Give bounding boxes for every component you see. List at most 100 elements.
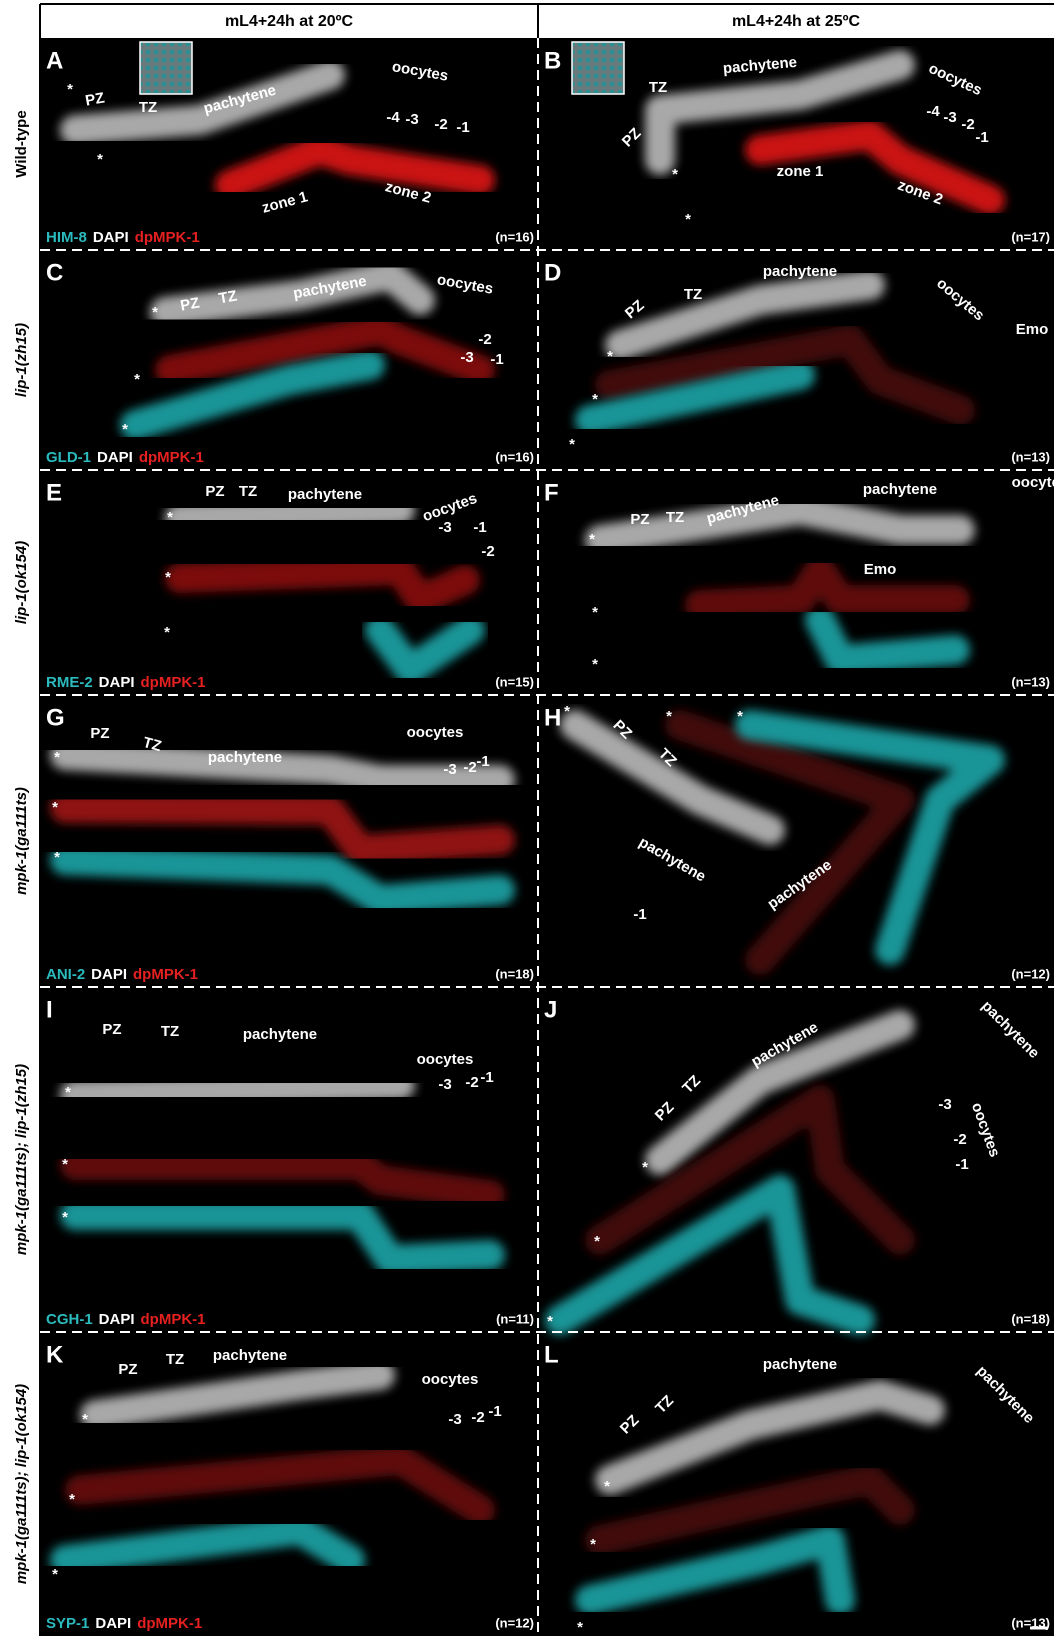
annotation: oocytes [422, 1371, 479, 1388]
annotation: PZ [630, 511, 649, 528]
annotation: PZ [179, 294, 201, 314]
stain-label: HIM-8 [46, 229, 87, 246]
annotation: TZ [166, 1351, 184, 1368]
row-label: lip-1(ok154) [13, 541, 30, 624]
annotation: * [592, 604, 598, 621]
stain-label: dpMPK-1 [135, 229, 200, 246]
annotation: * [604, 1478, 610, 1495]
annotation: pachytene [243, 1026, 317, 1043]
sample-size: (n=18) [1011, 1311, 1050, 1326]
stain-label: dpMPK-1 [133, 966, 198, 983]
annotation: * [62, 1209, 68, 1226]
annotation: -1 [473, 519, 486, 536]
sample-size: (n=15) [495, 674, 534, 689]
annotation: -1 [633, 906, 646, 923]
stain-label: SYP-1 [46, 1615, 89, 1632]
annotation: oocytes [407, 724, 464, 741]
annotation: PZ [118, 1361, 137, 1378]
sample-size: (n=13) [1011, 1615, 1050, 1630]
annotation: -3 [443, 761, 456, 778]
annotation: * [685, 211, 691, 228]
annotation: -1 [488, 1403, 501, 1420]
panel-letter: C [46, 259, 63, 286]
inset [140, 42, 192, 94]
annotation: * [97, 151, 103, 168]
panel-letter: G [46, 704, 65, 731]
annotation: -3 [460, 349, 473, 366]
row-label: mpk-1(ga111ts); lip-1(zh15) [13, 1064, 30, 1255]
row-label: mpk-1(ga111ts); lip-1(ok154) [13, 1384, 30, 1584]
sample-size: (n=11) [496, 1311, 534, 1326]
annotation: -2 [953, 1131, 966, 1148]
annotation: oocytes [1012, 474, 1054, 491]
stain-label: DAPI [93, 229, 129, 246]
annotation: -2 [463, 759, 476, 776]
annotation: -3 [943, 109, 956, 126]
panel-letter: J [544, 996, 557, 1023]
stain-label: DAPI [95, 1615, 131, 1632]
annotation: -3 [438, 1076, 451, 1093]
annotation: * [122, 421, 128, 438]
annotation: * [737, 708, 743, 725]
annotation: pachytene [763, 263, 837, 280]
annotation: TZ [239, 483, 257, 500]
annotation: -4 [926, 103, 940, 120]
annotation: -2 [471, 1409, 484, 1426]
annotation: * [577, 1619, 583, 1636]
annotation: * [152, 304, 158, 321]
annotation: -2 [465, 1074, 478, 1091]
annotation: PZ [90, 725, 109, 742]
row-label: lip-1(zh15) [13, 323, 30, 397]
annotation: TZ [649, 79, 667, 96]
annotation: -3 [448, 1411, 461, 1428]
annotation: * [564, 703, 570, 720]
panel-letter: I [46, 996, 53, 1023]
annotation: -1 [490, 351, 503, 368]
annotation: PZ [205, 483, 224, 500]
annotation: oocytes [417, 1051, 474, 1068]
column-header: mL4+24h at 25ºC [732, 13, 861, 30]
row-label: Wild-type [13, 110, 30, 177]
annotation: * [134, 371, 140, 388]
annotation: -1 [955, 1156, 968, 1173]
annotation: -2 [961, 116, 974, 133]
stain-label: dpMPK-1 [141, 674, 206, 691]
annotation: * [54, 749, 60, 766]
annotation: * [164, 624, 170, 641]
stain-label: dpMPK-1 [137, 1615, 202, 1632]
row-label: mpk-1(ga111ts) [13, 787, 30, 895]
annotation: TZ [666, 509, 684, 526]
annotation: * [52, 1566, 58, 1583]
annotation: pachytene [288, 486, 362, 503]
stain-label: CGH-1 [46, 1311, 93, 1328]
annotation: * [62, 1156, 68, 1173]
annotation: * [589, 531, 595, 548]
annotation: * [65, 1084, 71, 1101]
annotation: TZ [161, 1023, 179, 1040]
annotation: * [592, 391, 598, 408]
gonad [180, 510, 400, 518]
sample-size: (n=17) [1011, 229, 1050, 244]
annotation: -3 [938, 1096, 951, 1113]
annotation: * [594, 1233, 600, 1250]
sample-size: (n=12) [495, 1615, 534, 1630]
annotation: PZ [84, 89, 106, 109]
annotation: * [69, 1491, 75, 1508]
annotation: TZ [684, 286, 702, 303]
annotation: pachytene [763, 1356, 837, 1373]
annotation: * [167, 509, 173, 526]
annotation: * [547, 1313, 553, 1330]
annotation: -1 [480, 1069, 493, 1086]
annotation: -2 [434, 116, 447, 133]
stain-label: DAPI [97, 449, 133, 466]
annotation: * [592, 656, 598, 673]
stain-label: DAPI [99, 1311, 135, 1328]
panel-letter: H [544, 704, 561, 731]
annotation: * [590, 1536, 596, 1553]
stain-label: dpMPK-1 [139, 449, 204, 466]
annotation: pachytene [863, 481, 937, 498]
annotation: pachytene [213, 1347, 287, 1364]
annotation: -1 [476, 753, 489, 770]
annotation: Emo [864, 561, 897, 578]
panel-letter: F [544, 479, 559, 506]
